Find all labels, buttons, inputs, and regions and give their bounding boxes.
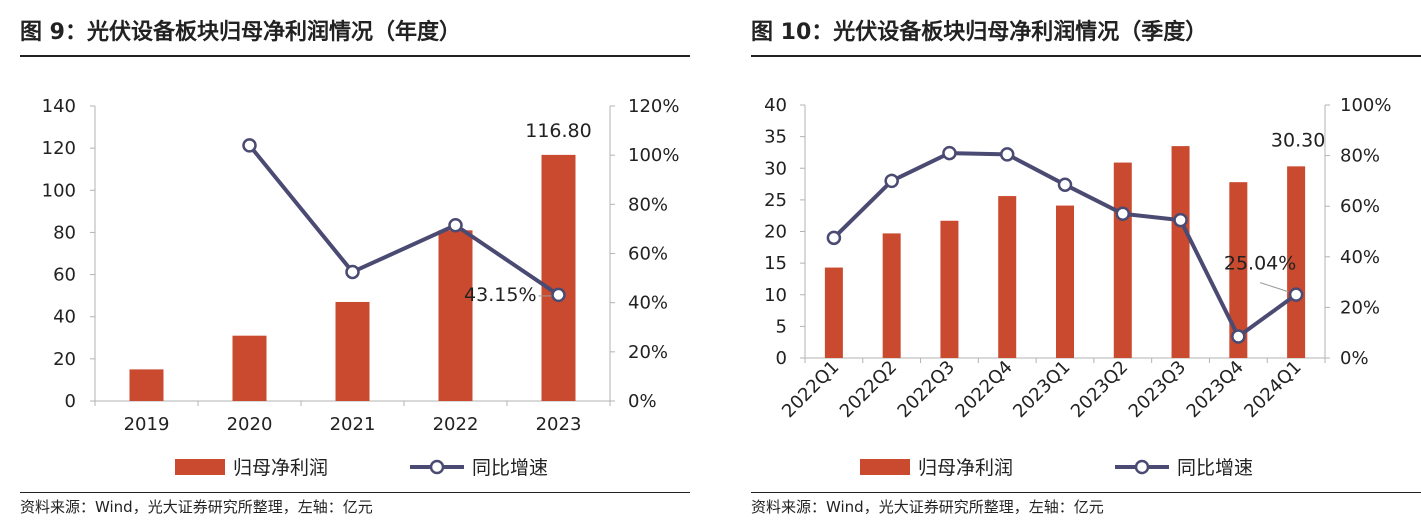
left-tick-label: 35 bbox=[764, 127, 787, 148]
source-divider bbox=[20, 492, 690, 493]
title-divider bbox=[751, 55, 1421, 57]
bar-2022Q3 bbox=[940, 220, 959, 358]
chart-title: 图 9：光伏设备板块归母净利润情况（年度） bbox=[20, 20, 461, 45]
right-tick-label: 40% bbox=[628, 293, 668, 314]
left-tick-label: 0 bbox=[776, 348, 787, 369]
bar-data-label: 30.30 bbox=[1271, 129, 1325, 151]
growth-point-2021 bbox=[345, 264, 360, 280]
legend-bar-swatch bbox=[175, 459, 225, 475]
right-tick-label: 20% bbox=[628, 342, 668, 363]
growth-point-2022 bbox=[448, 217, 463, 233]
growth-point-2023Q1 bbox=[1057, 177, 1073, 192]
left-tick-label: 100 bbox=[42, 180, 76, 201]
growth-point-2022Q1 bbox=[826, 230, 842, 246]
bar-2022 bbox=[438, 230, 473, 401]
right-tick-label: 80% bbox=[1340, 146, 1380, 167]
bar-data-label: 116.80 bbox=[525, 120, 591, 142]
left-tick-label: 20 bbox=[764, 222, 787, 243]
source-note: 资料来源：Wind，光大证券研究所整理，左轴：亿元 bbox=[751, 498, 1104, 516]
growth-point-2023 bbox=[551, 287, 566, 303]
legend-bar-swatch bbox=[860, 459, 910, 475]
legend-line-label: 同比增速 bbox=[1177, 457, 1253, 479]
line-data-label: 25.04% bbox=[1224, 253, 1296, 275]
legend-line-marker bbox=[1134, 459, 1150, 475]
right-tick-label: 80% bbox=[628, 194, 668, 215]
x-tick-label: 2021 bbox=[330, 414, 376, 435]
bar-2019 bbox=[129, 369, 164, 401]
x-tick-label: 2022 bbox=[433, 414, 479, 435]
right-tick-label: 60% bbox=[628, 244, 668, 265]
growth-point-2023Q3 bbox=[1173, 212, 1188, 228]
left-tick-label: 40 bbox=[53, 307, 76, 328]
x-tick-label: 2022Q2 bbox=[836, 357, 901, 422]
growth-point-2023Q2 bbox=[1115, 206, 1131, 222]
growth-point-2020 bbox=[242, 138, 257, 153]
right-tick-label: 60% bbox=[1340, 196, 1380, 217]
left-tick-label: 80 bbox=[53, 222, 76, 243]
bar-2022Q2 bbox=[882, 233, 901, 358]
x-tick-label: 2022Q1 bbox=[778, 357, 843, 422]
bar-2024Q1 bbox=[1287, 166, 1306, 358]
title-divider bbox=[20, 55, 690, 57]
left-tick-label: 40 bbox=[764, 95, 787, 116]
left-tick-label: 10 bbox=[764, 285, 787, 306]
right-tick-label: 20% bbox=[1340, 297, 1380, 318]
right-tick-label: 100% bbox=[1340, 95, 1391, 116]
legend-bar-label: 归母净利润 bbox=[918, 457, 1013, 479]
x-tick-label: 2019 bbox=[124, 414, 170, 435]
bar-2022Q1 bbox=[824, 267, 843, 358]
growth-point-2022Q4 bbox=[999, 147, 1015, 162]
x-tick-label: 2023Q4 bbox=[1183, 357, 1248, 422]
left-tick-label: 140 bbox=[42, 96, 76, 117]
right-tick-label: 100% bbox=[628, 145, 679, 166]
x-tick-label: 2020 bbox=[227, 414, 273, 435]
chart-panel-quarterly: 图 10：光伏设备板块归母净利润情况（季度） 0 5 10 15 20 25 30 35 40 0… bbox=[731, 0, 1421, 532]
annual-profit-chart: 0 20 40 60 80 100 120 140 0% 20% 40% 60% 80% 100% 120%… bbox=[42, 96, 680, 479]
left-tick-label: 15 bbox=[764, 253, 787, 274]
growth-line bbox=[247, 144, 560, 297]
right-tick-label: 120% bbox=[628, 96, 679, 117]
left-tick-label: 25 bbox=[764, 190, 787, 211]
source-note: 资料来源：Wind，光大证券研究所整理，左轴：亿元 bbox=[20, 498, 373, 516]
x-tick-label: 2023Q2 bbox=[1067, 357, 1132, 422]
left-tick-label: 5 bbox=[776, 316, 787, 337]
legend-line-marker bbox=[429, 459, 445, 475]
right-tick-label: 40% bbox=[1340, 247, 1380, 268]
x-tick-label: 2023Q3 bbox=[1125, 357, 1190, 422]
chart-panel-annual: 图 9：光伏设备板块归母净利润情况（年度） 0 20 40 60 80 100 120 140… bbox=[0, 0, 690, 532]
bar-2023Q2 bbox=[1113, 162, 1132, 358]
bar-2022Q4 bbox=[998, 196, 1017, 358]
x-tick-label: 2022Q3 bbox=[894, 357, 959, 422]
left-tick-label: 20 bbox=[53, 349, 76, 370]
growth-point-2024Q1 bbox=[1288, 287, 1304, 302]
bar-2023Q1 bbox=[1056, 205, 1074, 358]
bar-2023 bbox=[541, 154, 576, 401]
growth-point-2023Q4 bbox=[1231, 329, 1246, 344]
left-tick-label: 60 bbox=[53, 265, 76, 286]
growth-point-2022Q2 bbox=[884, 173, 899, 189]
x-tick-label: 2022Q4 bbox=[951, 357, 1016, 422]
line-data-label: 43.15% bbox=[464, 284, 536, 306]
growth-point-2022Q3 bbox=[942, 145, 957, 161]
label-leader bbox=[1259, 282, 1289, 293]
source-divider bbox=[751, 492, 1421, 493]
left-tick-label: 30 bbox=[764, 158, 787, 179]
chart-title: 图 10：光伏设备板块归母净利润情况（季度） bbox=[751, 20, 1208, 45]
bar-2023Q3 bbox=[1171, 146, 1190, 358]
legend-line-label: 同比增速 bbox=[472, 457, 548, 479]
left-tick-label: 120 bbox=[42, 138, 76, 159]
legend-bar-label: 归母净利润 bbox=[233, 457, 328, 479]
bar-2023Q4 bbox=[1229, 182, 1248, 358]
x-tick-label: 2024Q1 bbox=[1240, 357, 1305, 422]
left-tick-label: 0 bbox=[65, 391, 76, 412]
x-tick-label: 2023Q1 bbox=[1009, 357, 1074, 422]
x-tick-label: 2023 bbox=[536, 414, 582, 435]
right-tick-label: 0% bbox=[628, 391, 657, 412]
quarterly-profit-chart: 0 5 10 15 20 25 30 35 40 0% 20% 40% 60% 80% 100% 2022Q1… bbox=[764, 95, 1391, 479]
bar-2021 bbox=[335, 301, 370, 401]
bar-2020 bbox=[232, 335, 267, 401]
right-tick-label: 0% bbox=[1340, 348, 1369, 369]
